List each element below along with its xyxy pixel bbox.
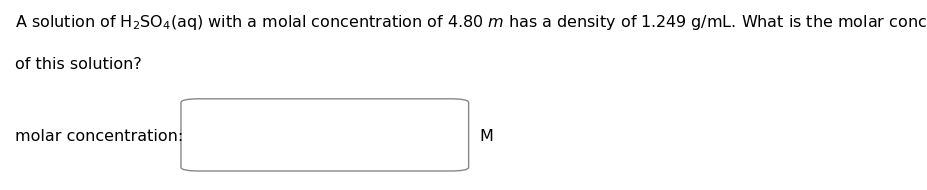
Text: M: M [479,129,493,144]
FancyBboxPatch shape [181,99,468,171]
Text: A solution of H$_2$SO$_4$(aq) with a molal concentration of 4.80 $\it{m}$ has a : A solution of H$_2$SO$_4$(aq) with a mol… [15,13,927,32]
Text: of this solution?: of this solution? [15,57,142,72]
Text: molar concentration:: molar concentration: [15,129,183,144]
